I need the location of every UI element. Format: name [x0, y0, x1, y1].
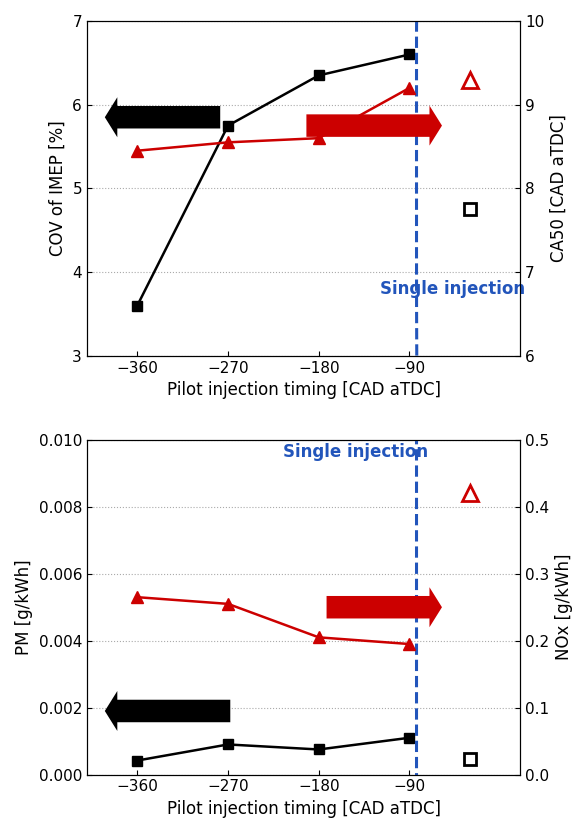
- X-axis label: Pilot injection timing [CAD aTDC]: Pilot injection timing [CAD aTDC]: [166, 800, 440, 818]
- Y-axis label: NOx [g/kWh]: NOx [g/kWh]: [555, 554, 573, 661]
- Y-axis label: COV of IMEP [%]: COV of IMEP [%]: [49, 121, 67, 257]
- Y-axis label: PM [g/kWh]: PM [g/kWh]: [15, 560, 33, 655]
- X-axis label: Pilot injection timing [CAD aTDC]: Pilot injection timing [CAD aTDC]: [166, 382, 440, 399]
- Text: Single injection: Single injection: [283, 443, 429, 461]
- Text: Single injection: Single injection: [380, 281, 525, 298]
- Y-axis label: CA50 [CAD aTDC]: CA50 [CAD aTDC]: [550, 114, 568, 262]
